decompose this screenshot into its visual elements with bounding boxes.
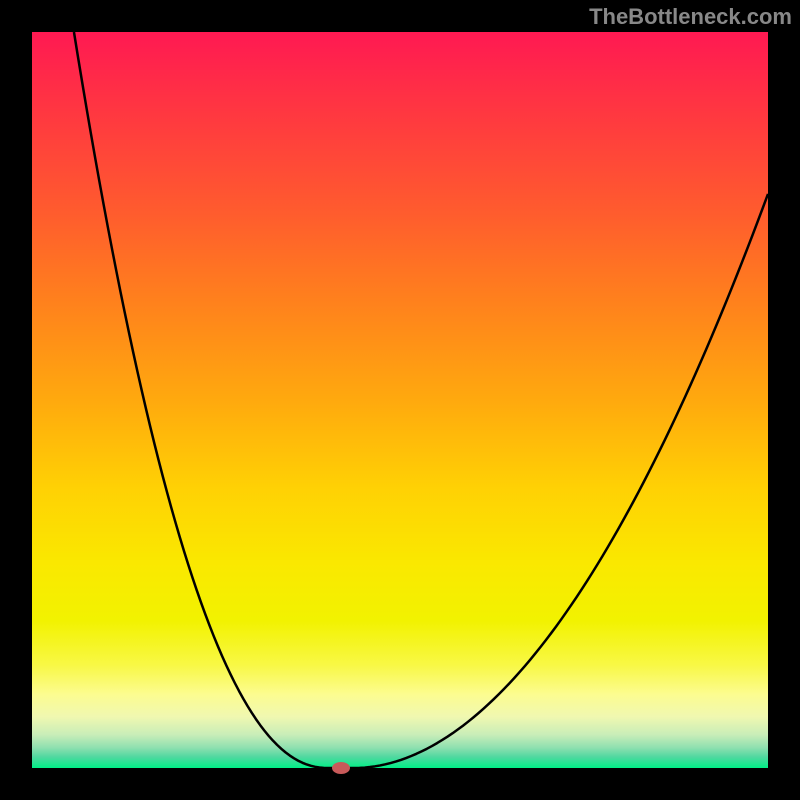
watermark-text: TheBottleneck.com [589,4,792,30]
chart-canvas [0,0,800,800]
minimum-point-marker [332,762,350,774]
